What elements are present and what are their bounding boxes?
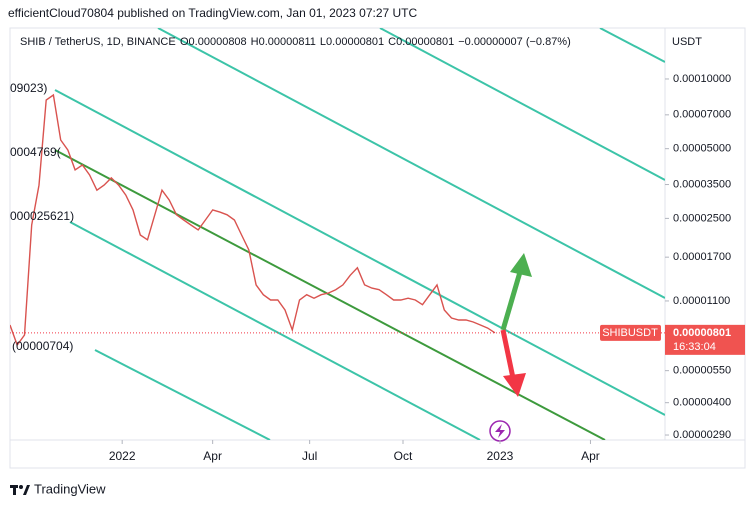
channel-line [599,28,665,63]
channel-line [54,89,665,416]
frame [9,27,746,469]
y-tick-label: 0.00000550 [673,365,731,377]
channel-line [379,28,665,181]
symbol: SHIB / TetherUS, 1D, BINANCE [20,36,176,48]
y-tick-label: 0.00001100 [673,295,730,307]
symbol-tag-text: SHIBUSDT [602,327,658,339]
x-tick-label: Apr [203,449,222,463]
header: efficientCloud70804 published on Trading… [8,6,418,20]
y-tick-label: 0.00003500 [673,178,731,190]
median-line [54,149,606,440]
channel-label: 09023) [10,81,47,95]
x-tick-label: 2023 [487,449,514,463]
logo [10,485,30,495]
channel-line [69,221,481,440]
channel-line [157,28,665,299]
channel-label: 0004769( [10,145,61,159]
y-tick-label: 0.00002500 [673,212,731,224]
x-tick-label: Jul [302,449,317,463]
y-tick-label: 0.00010000 [673,73,731,85]
footer: TradingView [34,481,106,496]
price-tag-text: 0.00000801 [673,327,731,339]
ohlc-value: L0.00000801 [320,36,384,48]
ohlc-value: −0.00000007 (−0.87%) [458,36,571,48]
price-line [10,93,496,347]
down-arrow [500,329,516,379]
price-tag [665,324,745,355]
currency: USDT [672,36,702,48]
series-group [10,93,496,347]
channel-label: 000025621) [10,209,74,223]
symbol-tag [600,324,661,341]
down-arrow-head [503,373,526,397]
drawings [54,28,665,440]
y-tick-label: 0.00007000 [673,109,731,121]
ohlc-value: C0.00000801 [388,36,454,48]
channel-line [94,349,271,440]
up-arrow [500,271,523,331]
ohlc-value: H0.00000811 [251,36,316,48]
y-tick-label: 0.00000400 [673,397,731,409]
countdown: 16:33:04 [673,341,716,353]
x-tick-label: Apr [581,449,600,463]
up-arrow-head [510,253,532,277]
y-tick-label: 0.00000290 [673,429,731,441]
channel-label: (00000704) [12,339,73,353]
x-tick-label: 2022 [109,449,136,463]
event-icon-bolt [495,424,505,438]
ohlc-value: O0.00000808 [180,36,247,48]
x-tick-label: Oct [394,449,413,463]
y-tick-label: 0.00005000 [673,143,731,155]
y-tick-label: 0.00001700 [673,251,731,263]
